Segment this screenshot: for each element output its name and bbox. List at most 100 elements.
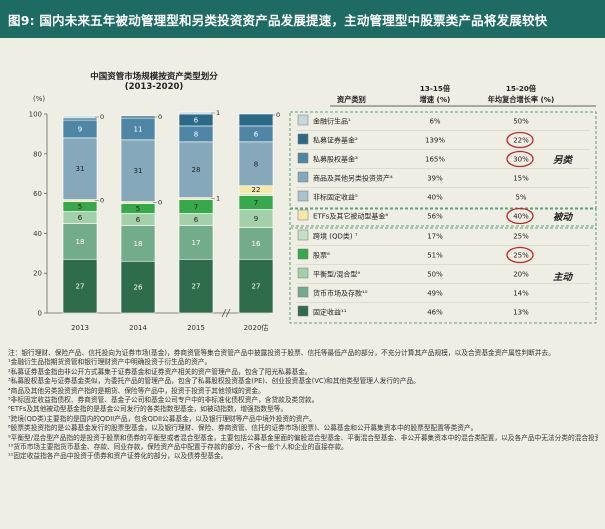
legend-label: ETFs及其它被动型基金⁶	[313, 212, 388, 221]
cagr-1520-value: 5%	[515, 194, 526, 202]
col-header-cagr1520: 年均复合增长率 (%)	[488, 95, 555, 104]
legend-label: 股票⁸	[313, 252, 330, 260]
cagr-1315-value: 6%	[429, 118, 440, 126]
legend-swatch	[297, 133, 309, 145]
bar-data-label: 7	[194, 203, 198, 211]
bar-segment	[120, 260, 156, 314]
bar-data-label: 17	[192, 239, 201, 247]
bar-data-label: 6	[78, 214, 83, 222]
bar-data-label: 8	[254, 160, 258, 168]
bar-data-label: 16	[252, 240, 261, 248]
x-tick-label: 2013	[71, 324, 89, 332]
footnote-line: ⁵非标固定收益指债权、券商资管、基金子公司和基金公司专户中的非标准化债权资产，含…	[8, 396, 319, 405]
bar-data-label: 6	[194, 216, 199, 224]
bar-data-label: 5	[136, 205, 140, 213]
header-banner: 图9: 国内未来五年被动管理型和另类投资资产品发展提速，主动管理型中股票类产品将…	[0, 0, 605, 38]
legend-swatch	[297, 267, 309, 279]
bar-segment	[62, 258, 98, 314]
legend-label: 货币市场及存款¹⁰	[313, 289, 368, 298]
bar-data-label: 9	[78, 125, 82, 133]
cagr-1315-value: 49%	[427, 290, 443, 298]
bar-data-label: 6	[254, 130, 259, 138]
footnote-line: ²私募证券基金指由非公开方式募集于证券基金和证券资产相关的资产管理产品，包含了阳…	[8, 367, 312, 376]
legend-swatch	[297, 286, 309, 298]
group-box-alternative	[289, 111, 597, 209]
legend-label: 非标固定收益⁵	[313, 193, 358, 202]
chart-subtitle: (2013-2020)	[124, 82, 184, 92]
bar-segment	[178, 111, 214, 115]
cagr-1520-value: 25%	[513, 252, 529, 260]
cagr-1520-value: 14%	[513, 290, 529, 298]
side-data-label: 1	[216, 195, 220, 203]
stacked-bar-chart: (%)0204060801002718653192013261865311120…	[29, 84, 597, 332]
bar-data-label: 27	[252, 283, 261, 291]
legend-label: 平衡型/混合型⁹	[313, 270, 360, 279]
cagr-1520-value: 50%	[513, 118, 529, 126]
group-box-active	[289, 227, 597, 324]
cagr-1315-value: 50%	[427, 271, 443, 279]
legend-swatch	[297, 248, 309, 260]
group-label-alternative: 另类	[553, 154, 574, 166]
chart-title: 中国资管市场规模按资产类型划分	[90, 72, 218, 82]
cagr-1315-value: 51%	[427, 252, 443, 260]
group-label-passive: 被动	[553, 211, 574, 223]
bar-segment	[120, 139, 156, 202]
side-data-label: 0	[276, 111, 280, 119]
bar-data-label: 7	[254, 199, 258, 207]
bar-data-label: 11	[134, 125, 143, 133]
footnotes: 注：银行理财、保险产品、信托投向为证券市场(基金)，券商资管等集合资管产品中披露…	[8, 349, 598, 462]
hand-drawn-circle	[506, 131, 534, 149]
footnote-line: ³私募股权基金与证券基金类似，为委托产品的管理产品，包含了私募股权投资基金(PE…	[8, 377, 420, 386]
cagr-1315-value: 39%	[427, 175, 443, 183]
legend-swatch	[297, 229, 309, 241]
bar-segment	[238, 258, 274, 314]
legend-label: 固定收益¹¹	[313, 308, 347, 317]
bar-data-label: 28	[192, 166, 201, 174]
footnote-line: 注：银行理财、保险产品、信托投向为证券市场(基金)，券商资管等集合资管产品中披露…	[8, 349, 555, 357]
footnote-line: ⁴商品及其他另类投资资产指的是期货、保险等产品中，投资于投资于其他领域的资金。	[8, 386, 265, 395]
footnote-line: ⁸股票类投资指的是公募基金发行的股票型基金，以及银行理财、保险、券商资管、信托的…	[8, 424, 478, 433]
legend-swatch	[297, 114, 309, 126]
bar-data-label: 27	[76, 283, 85, 291]
y-tick-label: 60	[33, 190, 42, 198]
cagr-1520-value: 22%	[513, 137, 529, 145]
figure-title: 图9: 国内未来五年被动管理型和另类投资资产品发展提速，主动管理型中股票类产品将…	[8, 13, 548, 28]
bar-segment	[178, 258, 214, 314]
y-tick-label: 40	[33, 230, 42, 238]
legend-swatch	[297, 209, 309, 221]
cagr-1520-value: 30%	[513, 156, 529, 164]
cagr-1315-value: 17%	[427, 233, 443, 241]
bar-data-label: 6	[194, 116, 199, 124]
hand-drawn-circle	[506, 246, 534, 264]
y-tick-label: 100	[29, 111, 42, 119]
y-axis-unit: (%)	[33, 95, 45, 103]
bar-data-label: 18	[76, 238, 85, 246]
footnote-line: ¹¹固定收益指各产品中投资于债券和资产证券化的部分，以及债券型基金。	[8, 452, 228, 461]
cagr-1315-value: 56%	[427, 213, 443, 221]
footnote-line: ¹⁰货币市场主要指货币基金、存款、同业存款，保险资产品中配置于存款的部分，不含一…	[8, 443, 348, 452]
bar-segment	[120, 115, 156, 119]
x-tick-label: 2014	[129, 324, 147, 332]
group-label-active: 主动	[553, 271, 574, 283]
axis-break-mark	[221, 308, 227, 318]
legend-label: 商品及其他另类投资资产⁴	[313, 174, 393, 183]
col-header-cagr1520: 15-20倍	[506, 84, 537, 93]
side-data-label: 1	[216, 109, 220, 117]
legend-label: 金融衍生品¹	[313, 117, 351, 126]
bar-data-label: 8	[194, 130, 198, 138]
legend-swatch	[297, 152, 309, 164]
bar-segment	[62, 115, 98, 119]
cagr-1315-value: 46%	[427, 309, 443, 317]
bar-segment	[62, 137, 98, 200]
legend-label: 私募证券基金²	[313, 136, 358, 145]
col-header-cagr1315: 13-15倍	[420, 84, 451, 93]
cagr-1520-value: 25%	[513, 233, 529, 241]
bar-segment	[178, 141, 214, 198]
col-header-category: 资产类别	[337, 95, 366, 104]
y-tick-label: 20	[33, 270, 42, 278]
col-header-cagr1315: 增速 (%)	[420, 95, 451, 104]
cagr-1315-value: 40%	[427, 194, 443, 202]
x-tick-label: 2015	[187, 324, 205, 332]
bar-segment	[238, 113, 274, 127]
bar-segment	[238, 141, 274, 186]
